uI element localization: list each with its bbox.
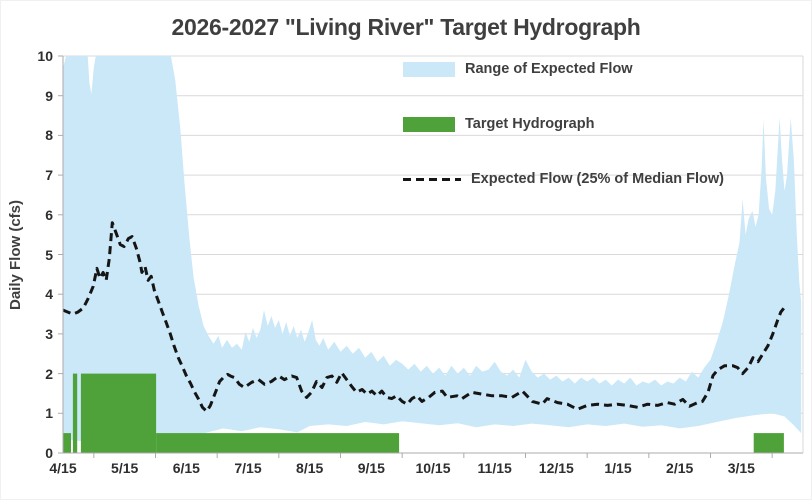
y-tick-label: 6 (45, 206, 53, 223)
y-tick-label: 2 (45, 365, 53, 382)
legend-label-target: Target Hydrograph (465, 116, 595, 132)
target-hydrograph-bar (156, 433, 400, 453)
range-band-area (63, 56, 802, 442)
x-tick-label: 9/15 (357, 460, 385, 476)
y-tick-label: 4 (45, 286, 53, 303)
x-tick-label: 3/15 (727, 460, 755, 476)
target-hydrograph-bar (63, 433, 71, 453)
y-tick-label: 5 (45, 246, 53, 263)
x-tick-label: 12/15 (538, 460, 574, 476)
y-tick-label: 7 (45, 167, 53, 184)
y-tick-label: 1 (45, 405, 53, 422)
y-tick-label: 8 (45, 127, 53, 144)
x-tick-label: 4/15 (49, 460, 77, 476)
x-tick-label: 8/15 (296, 460, 324, 476)
legend-item-expected: Expected Flow (25% of Median Flow) (403, 171, 724, 187)
dashed-line-swatch-icon (403, 177, 461, 181)
target-hydrograph-bar (80, 373, 157, 453)
area-swatch-icon (403, 61, 455, 77)
x-tick-label: 10/15 (415, 460, 451, 476)
x-tick-label: 11/15 (477, 460, 512, 476)
x-tick-label: 2/15 (666, 460, 694, 476)
x-tick-label: 5/15 (111, 460, 139, 476)
legend-item-target: Target Hydrograph (403, 116, 724, 132)
legend: Range of Expected Flow Target Hydrograph… (403, 61, 724, 226)
x-tick-label: 7/15 (234, 460, 262, 476)
y-tick-label: 10 (37, 48, 53, 64)
target-hydrograph-bar (72, 373, 78, 453)
y-tick-label: 3 (45, 325, 53, 342)
legend-label-range: Range of Expected Flow (465, 61, 633, 77)
x-tick-label: 1/15 (604, 460, 632, 476)
legend-label-expected: Expected Flow (25% of Median Flow) (471, 171, 724, 187)
x-tick-label: 6/15 (172, 460, 200, 476)
bar-swatch-icon (403, 116, 455, 132)
target-hydrograph-bar (753, 433, 784, 453)
expected-flow-line (62, 221, 786, 413)
chart-title: 2026-2027 "Living River" Target Hydrogra… (171, 14, 641, 40)
legend-item-range: Range of Expected Flow (403, 61, 724, 77)
y-tick-label: 0 (45, 445, 53, 461)
y-tick-label: 9 (45, 87, 53, 104)
